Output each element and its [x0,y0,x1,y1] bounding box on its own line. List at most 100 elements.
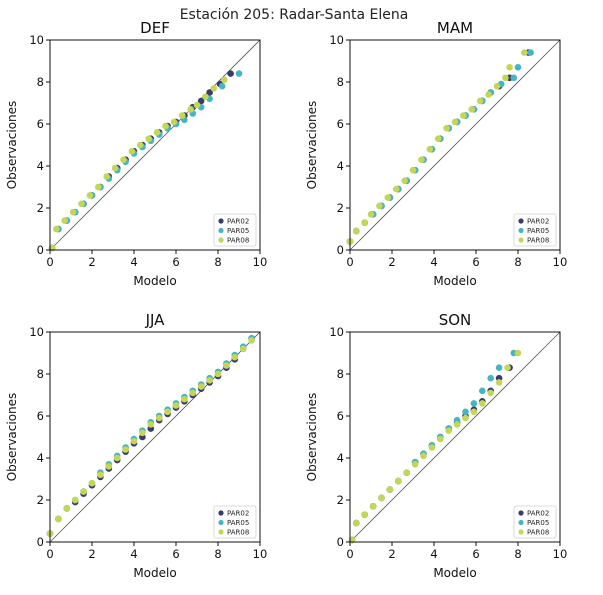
x-tick-label: 8 [514,255,521,269]
axes-frame [49,39,261,251]
x-tick-label: 0 [46,255,53,269]
x-axis-label: Modelo [133,566,176,580]
panels-container: DEF 0 2 4 6 8 10 0 2 4 6 8 10 Modelo Observaciones PAR0… [5,19,567,580]
data-point [514,349,522,357]
data-point [445,427,453,435]
data-point [386,486,394,493]
y-tick-label: 2 [37,201,44,215]
data-point [403,469,411,477]
x-tick-label: 6 [472,255,479,269]
x-tick-label: 4 [130,255,137,269]
data-point [221,76,228,84]
data-point [409,166,417,174]
legend-marker [218,237,224,243]
x-tick-label: 10 [553,255,568,269]
legend-label: PAR02 [227,218,249,226]
legend-box [513,505,557,539]
data-point [202,93,209,100]
legend-marker [218,510,224,516]
data-point [210,85,218,92]
data-point [97,471,104,479]
legend-box [513,213,557,247]
data-point [437,435,444,443]
data-point [470,408,478,416]
data-point [353,519,360,527]
data-point [239,345,247,353]
y-tick-label: 0 [37,243,44,257]
data-point [227,70,234,77]
data-point [361,219,369,226]
data-point [420,452,427,460]
data-point [495,379,503,386]
data-point [428,444,436,451]
data-point [88,479,96,487]
y-tick-label: 8 [337,367,344,381]
data-point [235,70,243,77]
x-tick-label: 10 [553,547,568,561]
panel-son: SON 0 2 4 6 8 10 0 2 4 6 8 10 Modelo Observaciones PAR0… [305,311,567,580]
y-tick-label: 10 [29,325,44,339]
data-point [218,82,226,90]
legend-marker [518,519,524,526]
data-point [462,414,469,422]
data-point [113,454,121,462]
data-point [120,156,127,163]
x-tick-label: 8 [214,255,221,269]
data-point [214,370,222,378]
data-point [172,402,180,409]
data-point [139,429,146,437]
y-tick-label: 4 [337,159,344,173]
axes-frame [349,39,561,251]
data-point [111,164,119,172]
x-axis-label: Modelo [433,274,476,288]
series-par08 [348,349,522,544]
data-point [55,515,62,523]
data-point [369,503,377,510]
data-point [476,97,484,105]
figure-suptitle: Estación 205: Radar-Santa Elena [180,7,409,23]
y-tick-label: 4 [37,451,44,465]
legend-label: PAR05 [227,227,249,235]
x-tick-label: 0 [346,255,353,269]
data-point [130,437,138,445]
data-point [164,408,171,416]
data-point [443,124,450,132]
y-tick-label: 6 [337,409,344,423]
y-tick-label: 6 [37,409,44,423]
y-tick-label: 2 [337,493,344,507]
data-point [392,185,400,193]
data-point [514,64,522,71]
data-point [128,148,136,155]
x-tick-label: 2 [88,547,95,561]
data-point [223,362,230,369]
y-axis-label: Observaciones [5,101,19,190]
panel-mam: MAM 0 2 4 6 8 10 0 2 4 6 8 10 Modelo Observaciones PAR0… [305,19,567,288]
y-tick-label: 8 [37,75,44,89]
data-point [78,200,85,208]
panel-title: JJA [145,311,166,329]
y-tick-label: 2 [37,493,44,507]
data-point [197,383,205,390]
data-point [155,414,163,422]
y-tick-label: 10 [29,33,44,47]
x-tick-label: 0 [346,547,353,561]
legend-label: PAR08 [227,529,249,537]
data-point [384,194,392,201]
legend-marker [518,237,524,243]
data-point [502,74,509,82]
y-tick-label: 4 [37,159,44,173]
data-point [193,101,201,109]
data-point [248,337,255,344]
data-point [353,227,360,235]
legend-marker [218,218,224,224]
x-tick-label: 4 [130,547,137,561]
data-point [187,106,194,113]
y-axis-label: Observaciones [5,393,19,482]
x-tick-label: 2 [388,255,395,269]
data-point [521,49,528,56]
panel-jja: JJA 0 2 4 6 8 10 0 2 4 6 8 10 Modelo Observaciones PAR0… [5,311,267,580]
x-tick-label: 10 [253,255,268,269]
